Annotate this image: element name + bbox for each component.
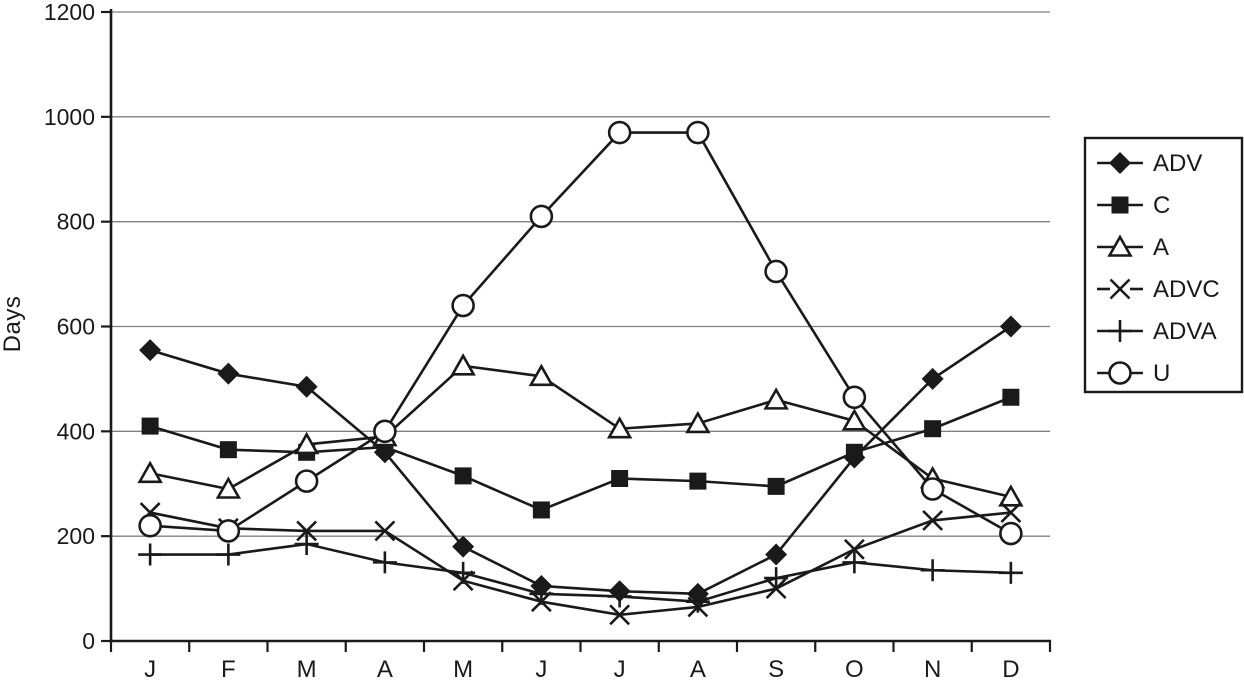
filled-square-icon bbox=[219, 441, 237, 459]
filled-diamond-icon bbox=[295, 375, 318, 398]
open-circle-icon bbox=[451, 293, 475, 318]
y-tick-label: 800 bbox=[57, 209, 95, 235]
y-tick-label: 0 bbox=[82, 628, 95, 654]
x-cross-icon bbox=[374, 520, 396, 542]
filled-square-icon bbox=[1111, 196, 1129, 214]
x-cross-icon bbox=[1109, 278, 1131, 300]
open-triangle-icon bbox=[293, 431, 320, 455]
legend-label-A: A bbox=[1153, 234, 1169, 261]
open-circle-icon bbox=[529, 204, 554, 229]
x-tick-label: M bbox=[297, 656, 317, 680]
open-circle-icon bbox=[999, 521, 1023, 546]
open-triangle-icon bbox=[606, 416, 633, 439]
legend-label-C: C bbox=[1153, 192, 1170, 219]
x-tick-label: S bbox=[768, 656, 784, 680]
legend-label-ADV: ADV bbox=[1153, 150, 1202, 177]
x-tick-label: J bbox=[144, 656, 156, 680]
open-circle-icon bbox=[920, 477, 945, 501]
filled-square-icon bbox=[689, 472, 707, 490]
open-triangle-icon bbox=[841, 408, 868, 431]
open-circle-icon bbox=[607, 120, 632, 145]
filled-diamond-icon bbox=[139, 339, 162, 362]
x-tick-label: D bbox=[1002, 656, 1019, 680]
legend-label-U: U bbox=[1153, 360, 1170, 387]
x-tick-label: M bbox=[453, 656, 473, 680]
legend-label-ADVC: ADVC bbox=[1153, 276, 1220, 303]
filled-square-icon bbox=[924, 420, 942, 438]
filled-square-icon bbox=[532, 501, 550, 519]
series-line-ADVA bbox=[150, 542, 1011, 604]
filled-square-icon bbox=[767, 477, 785, 495]
x-cross-icon bbox=[922, 510, 944, 531]
legend-label-ADVA: ADVA bbox=[1153, 318, 1217, 345]
y-tick-label: 200 bbox=[57, 523, 95, 549]
series-line-C bbox=[149, 396, 1012, 512]
filled-diamond-icon bbox=[999, 315, 1022, 338]
filled-diamond-icon bbox=[765, 543, 788, 566]
x-tick-label: J bbox=[535, 656, 547, 680]
x-tick-label: F bbox=[221, 656, 236, 680]
open-triangle-icon bbox=[137, 460, 163, 484]
open-triangle-icon bbox=[528, 363, 555, 387]
open-circle-icon bbox=[842, 385, 867, 410]
filled-diamond-icon bbox=[1109, 152, 1131, 174]
y-axis-title: Days bbox=[0, 295, 26, 353]
open-circle-icon bbox=[764, 259, 788, 284]
filled-square-icon bbox=[611, 470, 629, 488]
filled-square-icon bbox=[141, 417, 159, 435]
filled-diamond-icon bbox=[217, 362, 240, 385]
open-circle-icon bbox=[686, 120, 710, 145]
filled-square-icon bbox=[1002, 388, 1020, 406]
open-circle-icon bbox=[216, 519, 241, 543]
open-triangle-icon bbox=[1107, 234, 1133, 257]
y-tick-label: 1200 bbox=[44, 0, 95, 25]
filled-square-icon bbox=[845, 443, 863, 461]
x-tick-label: N bbox=[924, 656, 941, 680]
x-tick-label: J bbox=[614, 656, 626, 680]
x-cross-icon bbox=[1000, 502, 1022, 523]
x-tick-label: A bbox=[690, 656, 706, 680]
open-circle-icon bbox=[1108, 361, 1132, 385]
open-triangle-icon bbox=[998, 484, 1024, 507]
filled-square-icon bbox=[454, 467, 472, 485]
y-tick-label: 400 bbox=[57, 418, 95, 444]
x-cross-icon bbox=[843, 538, 865, 560]
open-circle-icon bbox=[294, 469, 319, 493]
series-line-ADVC bbox=[149, 511, 1012, 617]
legend-box bbox=[1083, 136, 1244, 394]
open-circle-icon bbox=[373, 419, 397, 444]
open-circle-icon bbox=[138, 513, 162, 538]
filled-diamond-icon bbox=[452, 535, 475, 558]
x-tick-label: A bbox=[377, 656, 393, 680]
open-triangle-icon bbox=[685, 410, 711, 434]
filled-diamond-icon bbox=[921, 367, 944, 390]
series-line-A bbox=[149, 364, 1012, 499]
series-line-ADV bbox=[149, 325, 1012, 596]
y-tick-label: 1000 bbox=[44, 104, 95, 130]
open-triangle-icon bbox=[763, 387, 789, 410]
open-triangle-icon bbox=[215, 476, 242, 499]
x-cross-icon bbox=[296, 520, 318, 542]
series-line-U bbox=[150, 131, 1012, 535]
x-tick-label: O bbox=[845, 656, 864, 680]
open-triangle-icon bbox=[450, 353, 476, 376]
x-cross-icon bbox=[609, 604, 631, 626]
y-tick-label: 600 bbox=[57, 314, 95, 340]
